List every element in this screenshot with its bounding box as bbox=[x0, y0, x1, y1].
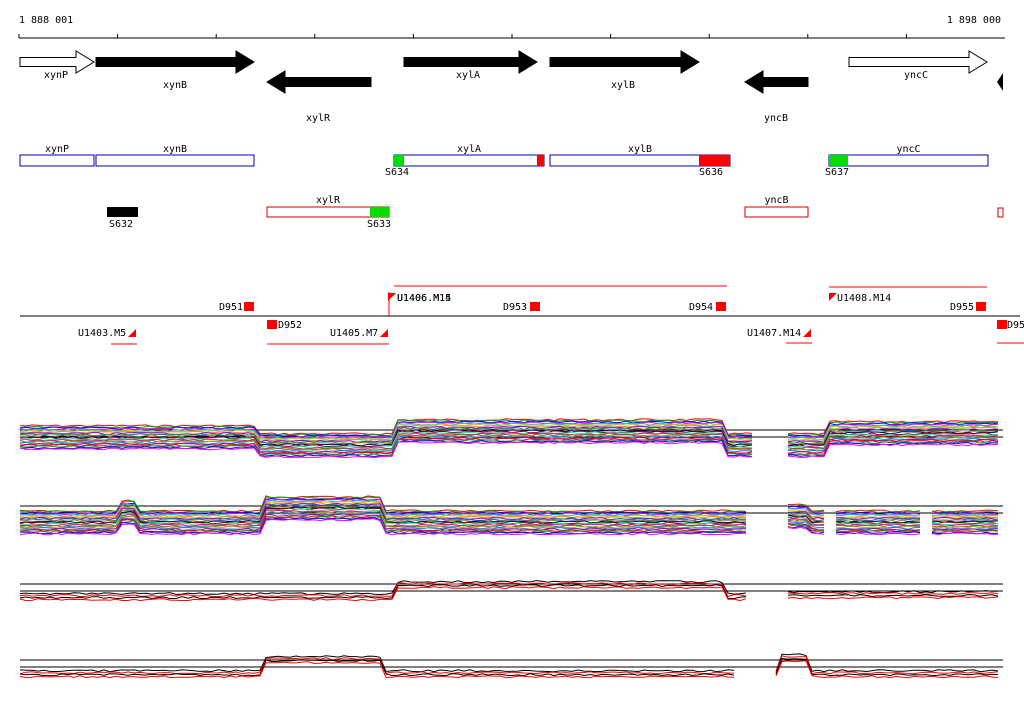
site-label-S634: S634 bbox=[385, 167, 409, 178]
profile-panel-1 bbox=[19, 418, 1003, 459]
site-marker-S637[interactable] bbox=[829, 155, 848, 166]
profile-line bbox=[19, 580, 998, 596]
profile-panel-2 bbox=[19, 495, 1003, 536]
site-marker-S634[interactable] bbox=[394, 155, 404, 166]
transcript-box-partial bbox=[997, 207, 1004, 218]
gene-label-xynP: xynP bbox=[44, 70, 68, 81]
expression-profiles bbox=[19, 418, 1003, 679]
gene-arrow-xynB[interactable] bbox=[95, 50, 255, 74]
gene-label-xylA: xylA bbox=[456, 70, 480, 81]
profile-line bbox=[19, 437, 999, 455]
site-label-S637: S637 bbox=[825, 167, 849, 178]
gene-arrow-xylA[interactable] bbox=[403, 50, 538, 74]
downshift-label-D954: D954 bbox=[689, 302, 713, 313]
downshift-marker-D954[interactable] bbox=[716, 302, 726, 311]
gene-label-yncB: yncB bbox=[764, 113, 788, 124]
transcript-box-yncC[interactable] bbox=[828, 154, 989, 167]
profile-line bbox=[19, 508, 999, 526]
start-coordinate: 1 888 001 bbox=[19, 15, 73, 26]
downshift-label-D956: D956 bbox=[1007, 320, 1024, 331]
overlap-label: U1406.M14 bbox=[397, 293, 451, 304]
profile-line bbox=[19, 434, 999, 452]
ruler-ticks bbox=[18, 34, 907, 38]
upshift-marker-U1407.M14[interactable] bbox=[803, 329, 811, 337]
transcript-track: xynP xynB xylA xylB yncC xylR yncB S632 S633 S634… bbox=[19, 144, 1004, 230]
transcript-label-xynP: xynP bbox=[45, 144, 69, 155]
gene-label-xylB: xylB bbox=[611, 80, 635, 91]
profile-line bbox=[19, 441, 999, 459]
transcript-label-xylR: xylR bbox=[316, 195, 341, 206]
site-label-S633: S633 bbox=[367, 219, 391, 230]
upshift-label-U1405.M7: U1405.M7 bbox=[330, 328, 378, 339]
profile-line bbox=[19, 584, 999, 600]
profile-line bbox=[19, 586, 999, 602]
profile-line bbox=[19, 653, 999, 673]
gene-arrow-yncC[interactable] bbox=[848, 50, 988, 74]
profile-line bbox=[19, 435, 999, 453]
gene-arrow-xylR[interactable] bbox=[266, 70, 372, 94]
transcript-box-xylA[interactable] bbox=[393, 154, 545, 167]
coordinate-ruler: 1 888 001 1 898 000 bbox=[18, 15, 1005, 39]
gene-arrow-yncB[interactable] bbox=[744, 70, 809, 94]
site-label-S636: S636 bbox=[699, 167, 723, 178]
transcript-label-xylB: xylB bbox=[628, 144, 652, 155]
site-marker-end-xylA bbox=[537, 155, 544, 166]
upshift-marker-U1403.M5[interactable] bbox=[128, 329, 136, 337]
site-marker-S633[interactable] bbox=[370, 207, 389, 217]
gene-arrow-partial bbox=[997, 73, 1003, 91]
profile-line bbox=[19, 428, 999, 446]
upshift-label-U1406.M15: U1406.M15 bbox=[397, 293, 451, 304]
profile-line bbox=[19, 510, 999, 528]
shift-track: D951 D952 D953 D954 D955 D956 U1403.M5 U1405.M7… bbox=[20, 285, 1024, 345]
downshift-label-D955: D955 bbox=[950, 302, 974, 313]
profile-line bbox=[19, 582, 999, 598]
downshift-marker-D951[interactable] bbox=[244, 302, 254, 311]
downshift-label-D951: D951 bbox=[219, 302, 243, 313]
site-label-S632: S632 bbox=[109, 219, 133, 230]
gene-label-xylR: xylR bbox=[306, 113, 331, 124]
site-marker-S636[interactable] bbox=[699, 155, 730, 166]
site-marker-S632[interactable] bbox=[107, 207, 138, 217]
downshift-marker-D955[interactable] bbox=[976, 302, 986, 311]
profile-line bbox=[19, 660, 999, 679]
gene-arrow-xynP[interactable] bbox=[19, 50, 95, 74]
transcript-box-xynB[interactable] bbox=[95, 154, 255, 167]
gene-arrow-xylB[interactable] bbox=[549, 50, 700, 74]
profile-line bbox=[19, 422, 999, 440]
upshift-marker-U1405.M7[interactable] bbox=[380, 329, 388, 337]
gene-label-xynB: xynB bbox=[163, 80, 187, 91]
end-coordinate: 1 898 000 bbox=[947, 15, 1001, 26]
upshift-label-U1408.M14: U1408.M14 bbox=[837, 293, 891, 304]
profile-panel-4 bbox=[19, 653, 1003, 679]
profile-line bbox=[19, 516, 999, 534]
gene-track: xynP xynB xylR xylA xylB yncB yncC bbox=[19, 50, 1003, 124]
profile-line bbox=[19, 502, 999, 521]
transcript-label-yncB: yncB bbox=[764, 195, 788, 206]
downshift-marker-D953[interactable] bbox=[530, 302, 540, 311]
transcript-box-yncB[interactable] bbox=[744, 206, 809, 218]
downshift-label-D953: D953 bbox=[503, 302, 527, 313]
profile-line bbox=[19, 655, 999, 675]
upshift-label-U1403.M5: U1403.M5 bbox=[78, 328, 126, 339]
downshift-marker-D956[interactable] bbox=[997, 320, 1007, 329]
upshift-marker-U1408.M14[interactable] bbox=[829, 293, 837, 301]
transcript-box-xynP[interactable] bbox=[19, 154, 95, 167]
profile-panel-3 bbox=[19, 580, 1003, 602]
profile-line bbox=[19, 518, 999, 536]
transcript-label-xylA: xylA bbox=[457, 144, 481, 155]
profile-line bbox=[19, 499, 999, 517]
downshift-marker-D952[interactable] bbox=[267, 320, 277, 329]
downshift-label-D952: D952 bbox=[278, 320, 302, 331]
gene-label-yncC: yncC bbox=[904, 70, 928, 81]
upshift-marker-U1406.M15[interactable] bbox=[388, 293, 396, 301]
transcript-label-yncC: yncC bbox=[896, 144, 920, 155]
transcript-label-xynB: xynB bbox=[163, 144, 187, 155]
profile-line bbox=[19, 657, 999, 677]
profile-line bbox=[19, 495, 999, 513]
profile-line bbox=[19, 426, 998, 445]
profile-line bbox=[19, 507, 999, 525]
upshift-label-U1407.M14: U1407.M14 bbox=[747, 328, 801, 339]
